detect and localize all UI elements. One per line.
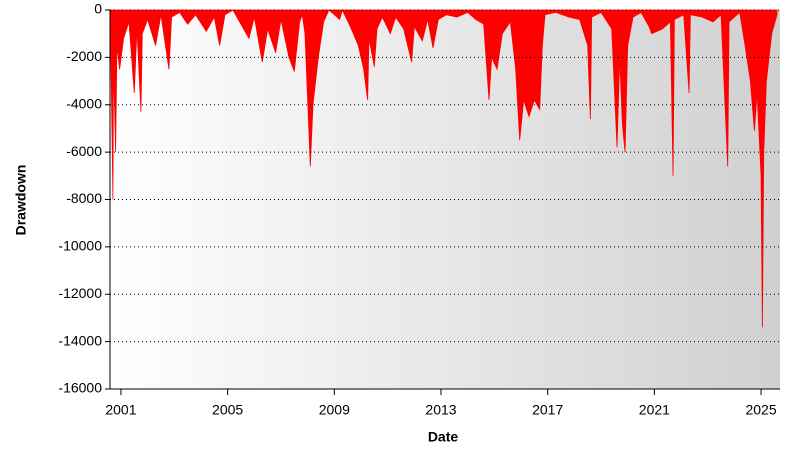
x-tick-label: 2001 [105, 402, 136, 418]
x-tick-label: 2005 [212, 402, 243, 418]
y-tick-label: -4000 [66, 95, 102, 111]
y-tick-label: -2000 [66, 48, 102, 64]
x-tick-label: 2017 [532, 402, 563, 418]
plot-area [110, 10, 780, 389]
y-axis-label: Drawdown [13, 165, 29, 236]
x-tick-label: 2013 [425, 402, 456, 418]
y-tick-label: -14000 [58, 332, 102, 348]
x-tick-label: 2021 [639, 402, 670, 418]
y-tick-label: -10000 [58, 238, 102, 254]
y-tick-label: 0 [94, 1, 102, 17]
y-tick-label: -16000 [58, 380, 102, 396]
y-tick-label: -12000 [58, 285, 102, 301]
x-axis-label: Date [428, 429, 459, 445]
y-tick-label: -8000 [66, 190, 102, 206]
x-tick-label: 2025 [745, 402, 776, 418]
drawdown-area [109, 8, 778, 328]
x-tick-label: 2009 [319, 402, 350, 418]
y-tick-label: -6000 [66, 143, 102, 159]
